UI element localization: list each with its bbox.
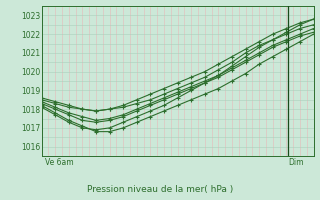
Text: Ve 6am: Ve 6am	[45, 158, 73, 167]
Text: Dim: Dim	[288, 158, 303, 167]
Text: Pression niveau de la mer( hPa ): Pression niveau de la mer( hPa )	[87, 185, 233, 194]
